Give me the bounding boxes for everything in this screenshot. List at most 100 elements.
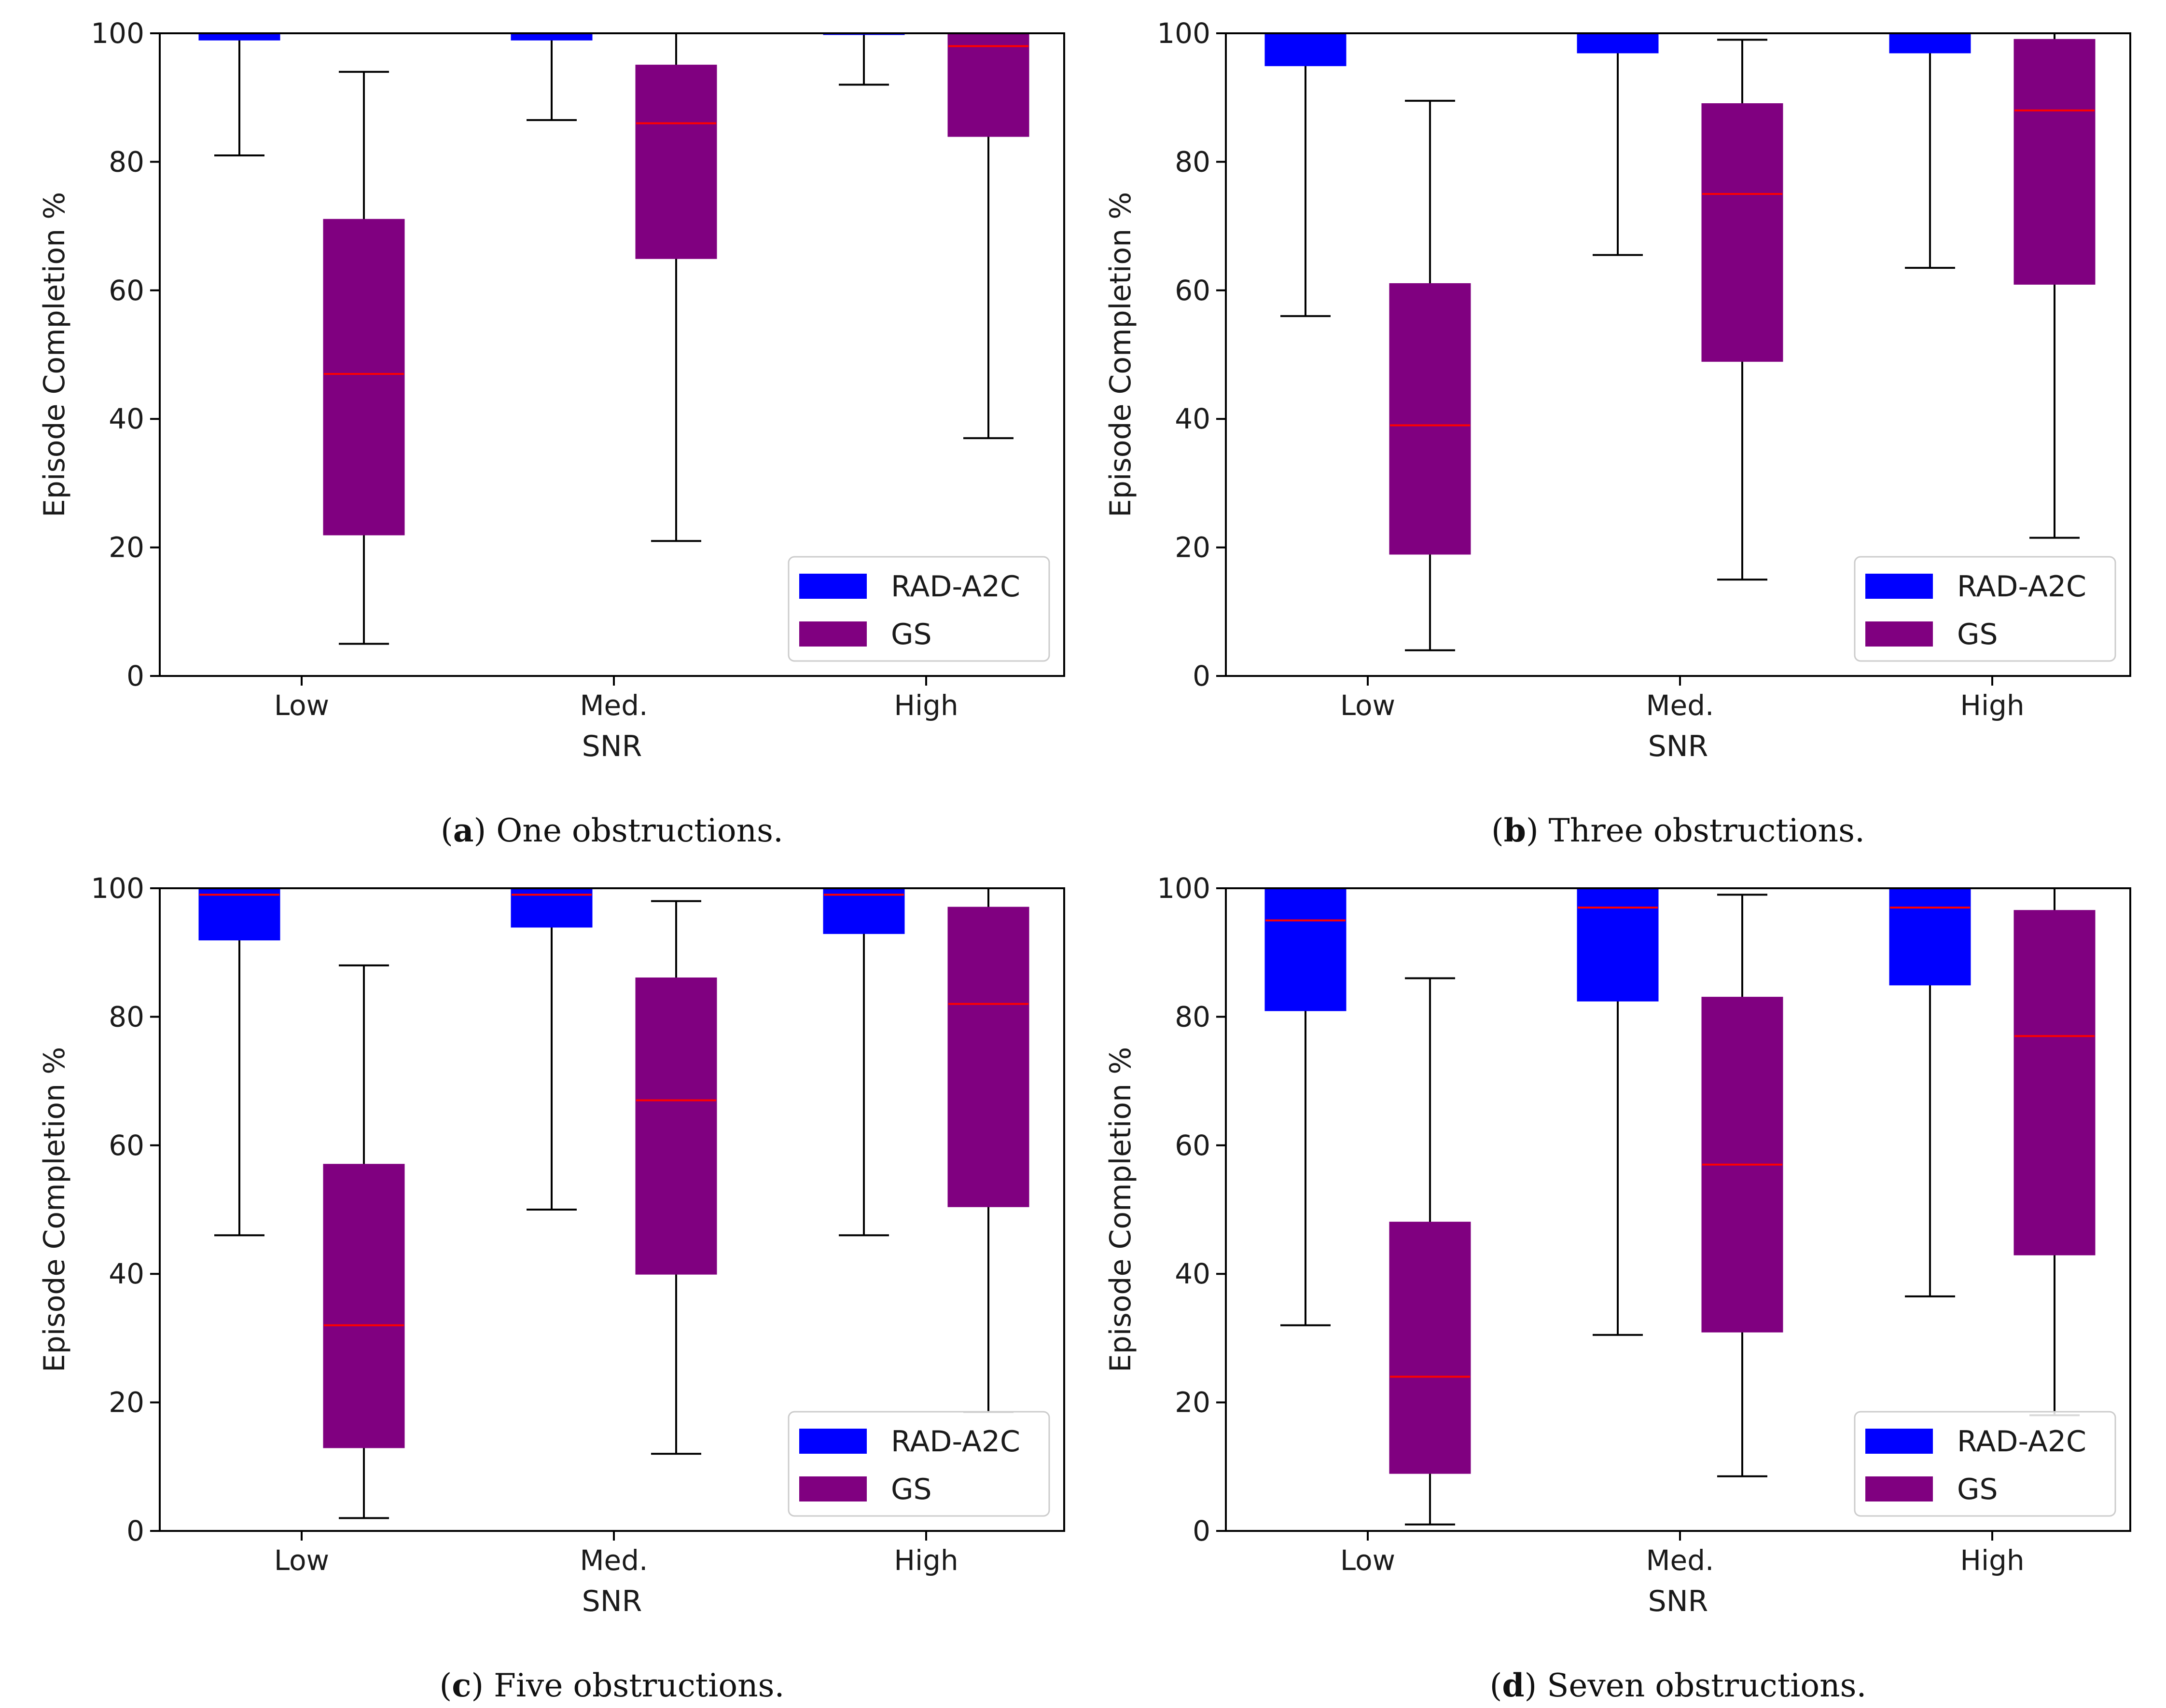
- axes-frame: [1225, 887, 2131, 1532]
- caption-letter: c: [452, 1667, 471, 1704]
- box-rad-a2c-high: [1889, 887, 1971, 1297]
- caption-letter: b: [1504, 812, 1526, 849]
- y-tick-label: 20: [109, 531, 144, 564]
- caption-open-paren: (: [1490, 1667, 1502, 1704]
- box-iqr: [1889, 887, 1971, 986]
- caption-text: Seven obstructions.: [1547, 1667, 1866, 1704]
- y-tick-label: 60: [109, 274, 144, 307]
- box-rad-a2c-high: [1889, 32, 1971, 269]
- legend-label-gs: GS: [891, 618, 932, 651]
- y-tick-label: 40: [1175, 1257, 1210, 1290]
- box-iqr: [1389, 283, 1471, 555]
- caption-text: One obstructions.: [496, 812, 783, 849]
- box-gs-high: [2013, 887, 2096, 1417]
- box-iqr: [1389, 1222, 1471, 1474]
- box-iqr: [1264, 32, 1347, 67]
- legend-label-rad-a2c: RAD-A2C: [1957, 1425, 2086, 1459]
- x-tick-label: Low: [274, 1544, 329, 1577]
- box-rad-a2c-med: [1577, 887, 1659, 1336]
- legend-swatch-gs: [799, 1476, 867, 1501]
- x-tick-label: High: [894, 689, 958, 722]
- box-iqr: [323, 1164, 405, 1448]
- y-tick-label: 20: [1175, 1386, 1210, 1419]
- box-iqr: [1577, 32, 1659, 54]
- legend-label-rad-a2c: RAD-A2C: [891, 570, 1020, 604]
- box-gs-med: [635, 32, 717, 542]
- panel-caption: (d) Seven obstructions.: [1490, 1667, 1867, 1704]
- box-iqr: [1701, 103, 1783, 362]
- box-iqr: [2013, 910, 2096, 1255]
- y-tick-label: 100: [1157, 872, 1210, 905]
- box-iqr: [947, 32, 1029, 137]
- caption-close-paren: ): [471, 1667, 494, 1704]
- legend-label-rad-a2c: RAD-A2C: [1957, 570, 2086, 604]
- box-iqr: [1577, 887, 1659, 1002]
- box-iqr: [1889, 32, 1971, 54]
- box-gs-low: [323, 70, 405, 645]
- y-tick-label: 60: [109, 1129, 144, 1162]
- y-tick-label: 0: [126, 660, 144, 692]
- legend-swatch-gs: [1865, 621, 1933, 647]
- y-tick-label: 80: [109, 145, 144, 178]
- caption-text: Three obstructions.: [1549, 812, 1865, 849]
- chart-panel-d: 0 20 40 60 80 100 Low Med. High SNR Episode Comple…: [1104, 872, 2131, 1704]
- box-iqr: [823, 887, 905, 934]
- x-tick-label: Low: [274, 689, 329, 722]
- x-axis-label: SNR: [1648, 730, 1708, 763]
- box-gs-med: [1701, 39, 1783, 581]
- legend-swatch-gs: [799, 621, 867, 647]
- legend-swatch-rad-a2c: [799, 574, 867, 599]
- box-gs-med: [635, 900, 717, 1455]
- y-axis-label: Episode Completion %: [38, 1047, 71, 1372]
- x-tick-label: Low: [1340, 1544, 1395, 1577]
- x-tick-label: High: [1960, 689, 2024, 722]
- panel-caption: (b) Three obstructions.: [1491, 812, 1865, 849]
- caption-open-paren: (: [441, 812, 453, 849]
- box-iqr: [1264, 887, 1347, 1011]
- y-tick-label: 100: [91, 872, 144, 905]
- x-tick-label: Med.: [1646, 689, 1714, 722]
- y-tick-label: 100: [91, 17, 144, 50]
- x-axis-label: SNR: [1648, 1584, 1708, 1618]
- legend: RAD-A2C GS: [1854, 556, 2116, 662]
- box-iqr: [635, 977, 717, 1275]
- box-iqr: [2013, 39, 2096, 285]
- axes-frame: [1225, 32, 2131, 677]
- box-gs-high: [947, 32, 1029, 440]
- x-axis-label: SNR: [582, 1584, 642, 1618]
- box-gs-low: [323, 964, 405, 1519]
- caption-text: Five obstructions.: [494, 1667, 784, 1704]
- chart-panel-b: 0 20 40 60 80 100 Low Med. High SNR Episode Comple…: [1104, 17, 2131, 849]
- caption-close-paren: ): [474, 812, 497, 849]
- y-tick-label: 0: [1193, 1515, 1210, 1547]
- y-axis-label: Episode Completion %: [1104, 1047, 1138, 1372]
- y-tick-label: 40: [109, 402, 144, 435]
- box-rad-a2c-low: [1264, 887, 1347, 1326]
- legend-swatch-rad-a2c: [799, 1429, 867, 1454]
- box-iqr: [198, 887, 280, 941]
- y-tick-label: 40: [109, 1257, 144, 1290]
- y-tick-label: 20: [1175, 531, 1210, 564]
- y-tick-label: 20: [109, 1386, 144, 1419]
- chart-panel-c: 0 20 40 60 80 100 Low Med. High SNR Episode Comple…: [38, 872, 1065, 1704]
- y-tick-label: 60: [1175, 274, 1210, 307]
- legend: RAD-A2C GS: [788, 556, 1050, 662]
- legend-label-gs: GS: [1957, 1473, 1998, 1506]
- x-axis-label: SNR: [582, 730, 642, 763]
- panel-caption: (c) Five obstructions.: [439, 1667, 784, 1704]
- legend-label-gs: GS: [1957, 618, 1998, 651]
- caption-open-paren: (: [1491, 812, 1504, 849]
- legend-label-rad-a2c: RAD-A2C: [891, 1425, 1020, 1459]
- box-rad-a2c-high: [823, 32, 905, 86]
- chart-panel-a: 0 20 40 60 80 100 Low Med. High SNR Episode Comple…: [38, 17, 1065, 849]
- caption-letter: d: [1502, 1667, 1524, 1704]
- y-tick-label: 80: [1175, 145, 1210, 178]
- legend-label-gs: GS: [891, 1473, 932, 1506]
- legend-swatch-gs: [1865, 1476, 1933, 1501]
- box-gs-low: [1389, 99, 1471, 651]
- y-axis-label: Episode Completion %: [38, 192, 71, 517]
- x-tick-label: Low: [1340, 689, 1395, 722]
- y-tick-label: 60: [1175, 1129, 1210, 1162]
- y-tick-label: 0: [126, 1515, 144, 1547]
